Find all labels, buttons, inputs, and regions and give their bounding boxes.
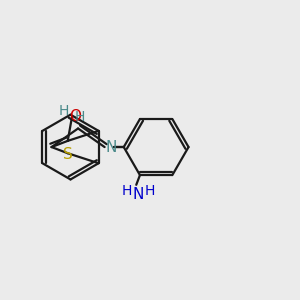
Text: H: H [58,104,69,118]
Text: S: S [63,147,73,162]
Text: N: N [133,187,144,202]
Text: H: H [74,110,85,124]
Text: H: H [144,184,154,198]
Text: H: H [122,184,133,198]
Text: N: N [105,140,117,154]
Text: O: O [69,109,81,124]
